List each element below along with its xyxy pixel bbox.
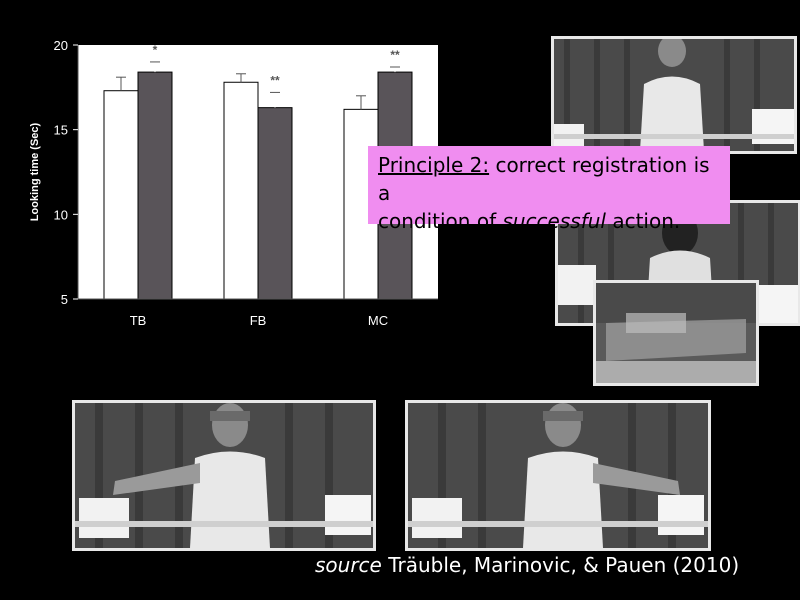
x-tick-label-tb: TB (130, 313, 147, 328)
significance-tb: * (153, 43, 158, 57)
y-tick-label-5: 5 (61, 292, 68, 307)
source-text: Träuble, Marinovic, & Pauen (2010) (381, 553, 740, 577)
photo-experimenter-front (551, 36, 797, 154)
bar-fb-s1 (223, 81, 259, 300)
principle-lead: Principle 2: (378, 153, 490, 177)
error-bar-mc-s2 (390, 66, 400, 73)
source-lead: source (315, 553, 382, 577)
principle-text-line2a: condition of (378, 209, 503, 233)
principle-callout: Principle 2: correct registration is a c… (368, 146, 730, 233)
photo-reach-right (405, 400, 711, 551)
photo-blurred-motion (593, 280, 759, 386)
bar-tb-s2 (137, 71, 173, 300)
y-tick-label-20: 20 (54, 38, 68, 53)
significance-mc: ** (390, 48, 400, 62)
y-axis-label: Looking time (Sec) (29, 122, 41, 221)
error-bar-fb-s2 (270, 91, 280, 108)
significance-fb: ** (270, 73, 280, 87)
axes-group: TB FB MC 5 10 15 20 (54, 38, 438, 328)
error-bar-tb-s1 (116, 76, 126, 91)
error-bar-tb-s2 (150, 61, 160, 73)
source-citation: source Träuble, Marinovic, & Pauen (2010… (315, 553, 739, 577)
x-tick-label-mc: MC (368, 313, 388, 328)
principle-text-line1: correct registration is a (378, 153, 710, 205)
principle-text-line2b: action. (605, 209, 681, 233)
bar-fb-s2 (257, 107, 293, 300)
principle-emphasis: successful (502, 209, 606, 233)
y-tick-label-15: 15 (54, 123, 68, 138)
bar-tb-s1 (103, 90, 139, 300)
error-bar-mc-s1 (356, 95, 366, 110)
photo-reach-left (72, 400, 376, 551)
y-tick-label-10: 10 (54, 207, 68, 222)
error-bar-fb-s1 (236, 73, 246, 83)
x-tick-label-fb: FB (250, 313, 267, 328)
